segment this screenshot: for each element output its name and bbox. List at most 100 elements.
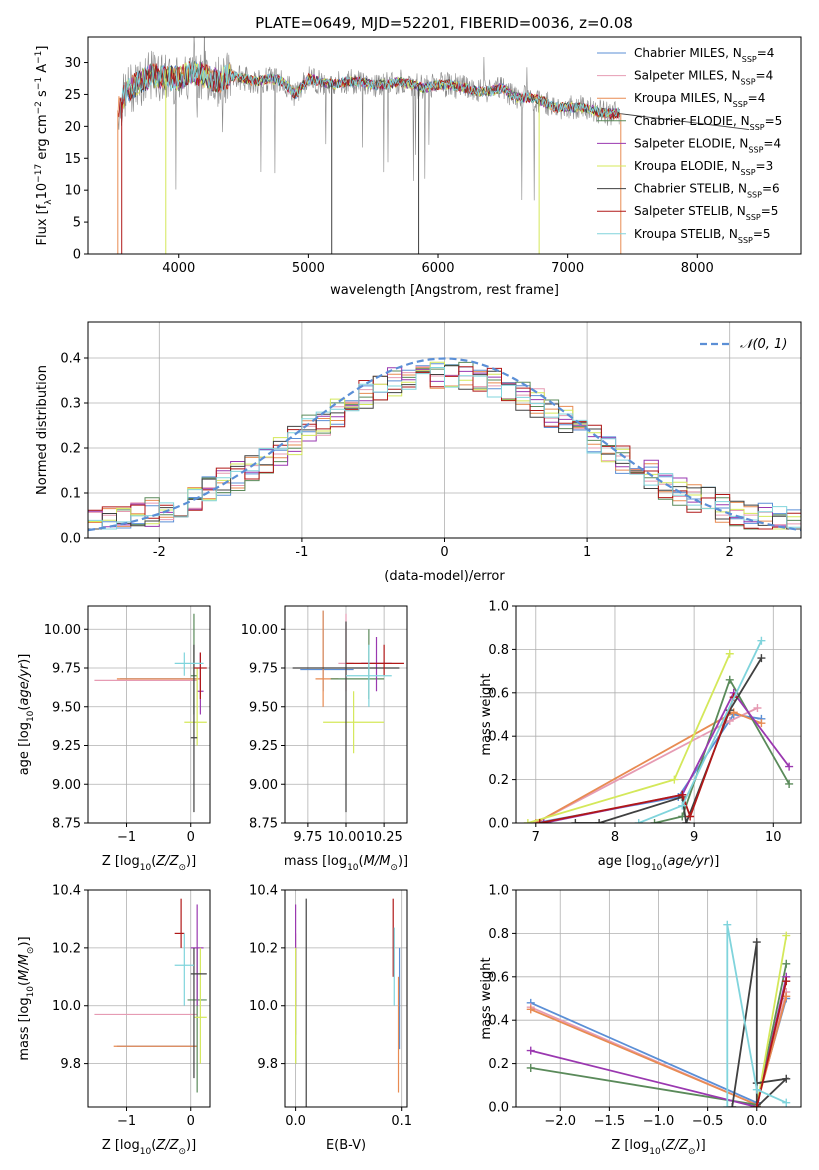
weight-line-5 xyxy=(527,653,731,823)
weight-line-6 xyxy=(731,941,789,1107)
label-part: )] xyxy=(186,1138,196,1153)
weight-marker xyxy=(723,920,732,929)
legend-sub: SSP xyxy=(733,100,748,109)
legend-entry: Chabrier MILES, NSSP=4 xyxy=(634,46,774,64)
x-tick-label: 4000 xyxy=(162,261,195,276)
x-tick-label: 0.1 xyxy=(391,1114,412,1129)
label-part: age/yr xyxy=(17,662,32,705)
x-axis-label: wavelength [Angstrom, rest frame] xyxy=(330,283,559,298)
legend-name: Chabrier MILES, N xyxy=(634,46,742,60)
model-tail xyxy=(619,113,750,130)
y-tick-label: 10.0 xyxy=(52,999,81,1014)
legend-sub: SSP xyxy=(741,168,756,177)
weight-marker xyxy=(723,1103,732,1107)
x-tick-label: −2.0 xyxy=(544,1114,576,1129)
x-tick-label: 6000 xyxy=(421,261,454,276)
axes-mass_vs_EBV: 0.0 0.1 9.8 10.0 10.2 10.4 E(B-V) xyxy=(249,884,412,1154)
weight-marker xyxy=(650,819,659,823)
label-part: −17 xyxy=(34,164,44,183)
weight-marker xyxy=(785,762,794,771)
weight-line-4 xyxy=(543,691,790,823)
label-part: wavelength [Angstrom, rest frame] xyxy=(330,283,559,298)
plot-area-mass_vs_Z xyxy=(94,898,207,1093)
y-tick-label: 0 xyxy=(73,248,81,263)
y-tick-label: 0.2 xyxy=(488,773,509,788)
legend-name: Salpeter STELIB, N xyxy=(634,204,746,218)
label-part: )] xyxy=(186,854,196,869)
axes-frame xyxy=(87,889,211,1108)
legend-count: =4 xyxy=(763,136,781,150)
y-tick-label: 1.0 xyxy=(488,600,509,615)
y-tick-label: 10.4 xyxy=(249,884,278,899)
weight-marker xyxy=(782,959,791,968)
x-axis-label: age [log10(age/yr)] xyxy=(598,854,720,873)
label-part: 10 xyxy=(140,1147,152,1157)
label-part: ( xyxy=(359,854,364,869)
y-tick-label: 9.00 xyxy=(52,778,81,793)
label-part: erg cm xyxy=(35,114,50,163)
plot-area-spectrum xyxy=(117,37,750,254)
y-tick-label: 9.25 xyxy=(249,739,278,754)
y-tick-label: 10 xyxy=(64,184,81,199)
label-part: 10 xyxy=(651,863,663,873)
x-tick-label: 0 xyxy=(440,545,448,560)
weight-marker xyxy=(670,775,679,784)
label-part: Z/Z xyxy=(155,1138,179,1153)
label-part: ( xyxy=(662,854,667,869)
plot-area-age_vs_mass xyxy=(292,610,404,813)
legend-entry: Kroupa ELODIE, NSSP=3 xyxy=(634,159,773,177)
plot-area-weight_vs_age xyxy=(523,636,794,823)
x-axis-label: Z [log10(Z/Z⊙)] xyxy=(102,1138,196,1157)
weight-marker xyxy=(595,819,604,823)
y-tick-label: 0.4 xyxy=(488,1014,509,1029)
weight-marker xyxy=(535,819,544,823)
axes-frame xyxy=(87,605,211,824)
label-part: 10 xyxy=(26,986,36,998)
legend-count: =4 xyxy=(756,69,774,83)
weight-marker xyxy=(757,636,766,645)
label-part: ( xyxy=(17,706,32,711)
label-part: )] xyxy=(398,854,408,869)
y-tick-label: 20 xyxy=(64,120,81,135)
legend-name: Chabrier ELODIE, N xyxy=(634,114,750,128)
plot-area-weight_vs_Z xyxy=(526,920,791,1107)
label-part: 10 xyxy=(26,710,36,722)
label-part: −2 xyxy=(34,101,44,114)
legend-name: Kroupa MILES, N xyxy=(634,91,733,105)
y-tick-label: 9.8 xyxy=(60,1057,81,1072)
y-tick-label: 0.2 xyxy=(488,1057,509,1072)
label-part: 10 xyxy=(649,1147,661,1157)
label-part: 10 xyxy=(347,863,359,873)
x-tick-label: 7000 xyxy=(551,261,584,276)
y-tick-label: 8.75 xyxy=(249,817,278,832)
hist-series-6 xyxy=(88,365,801,530)
plot-area-age_vs_Z xyxy=(94,613,207,813)
label-part: ( xyxy=(17,981,32,986)
weight-marker xyxy=(728,1103,737,1107)
label-part: ⊙ xyxy=(178,1147,186,1157)
legend-entry: Kroupa MILES, NSSP=4 xyxy=(634,91,765,109)
legend-name: Salpeter ELODIE, N xyxy=(634,136,748,150)
axes-weight_vs_Z: −2.0 −1.5 −1.0 −0.5 0.0 0.0 0.2 0.4 0.6 0.8 1.0 mas… xyxy=(479,884,802,1157)
weight-marker xyxy=(523,819,532,823)
axes-mass_vs_Z: −1 09.810.010.210.4Z [log10(Z/Z⊙)]mass [l… xyxy=(17,884,211,1157)
label-part: λ xyxy=(44,199,54,205)
x-tick-label: 5000 xyxy=(292,261,325,276)
label-part: Z/Z xyxy=(155,854,179,869)
axes-weight_vs_age: 7 8 9 10 0.0 0.2 0.4 0.6 0.8 1.0 mass weight age [l… xyxy=(479,600,802,873)
label-part: Z [log xyxy=(611,1138,649,1153)
x-tick-label: 9 xyxy=(690,830,698,845)
weight-marker xyxy=(752,1103,761,1107)
axes-frame xyxy=(515,605,802,824)
y-tick-label: 0.0 xyxy=(60,532,81,547)
normal-curve xyxy=(88,357,801,532)
label-part: ⊙ xyxy=(390,863,398,873)
legend-entry: Kroupa STELIB, NSSP=5 xyxy=(634,227,771,245)
legend-count: =5 xyxy=(761,204,779,218)
figure-title: PLATE=0649, MJD=52201, FIBERID=0036, z=0… xyxy=(255,14,633,32)
y-tick-label: 10.00 xyxy=(44,623,81,638)
legend-sub: SSP xyxy=(738,235,753,244)
label-part: Flux [f xyxy=(35,204,50,245)
